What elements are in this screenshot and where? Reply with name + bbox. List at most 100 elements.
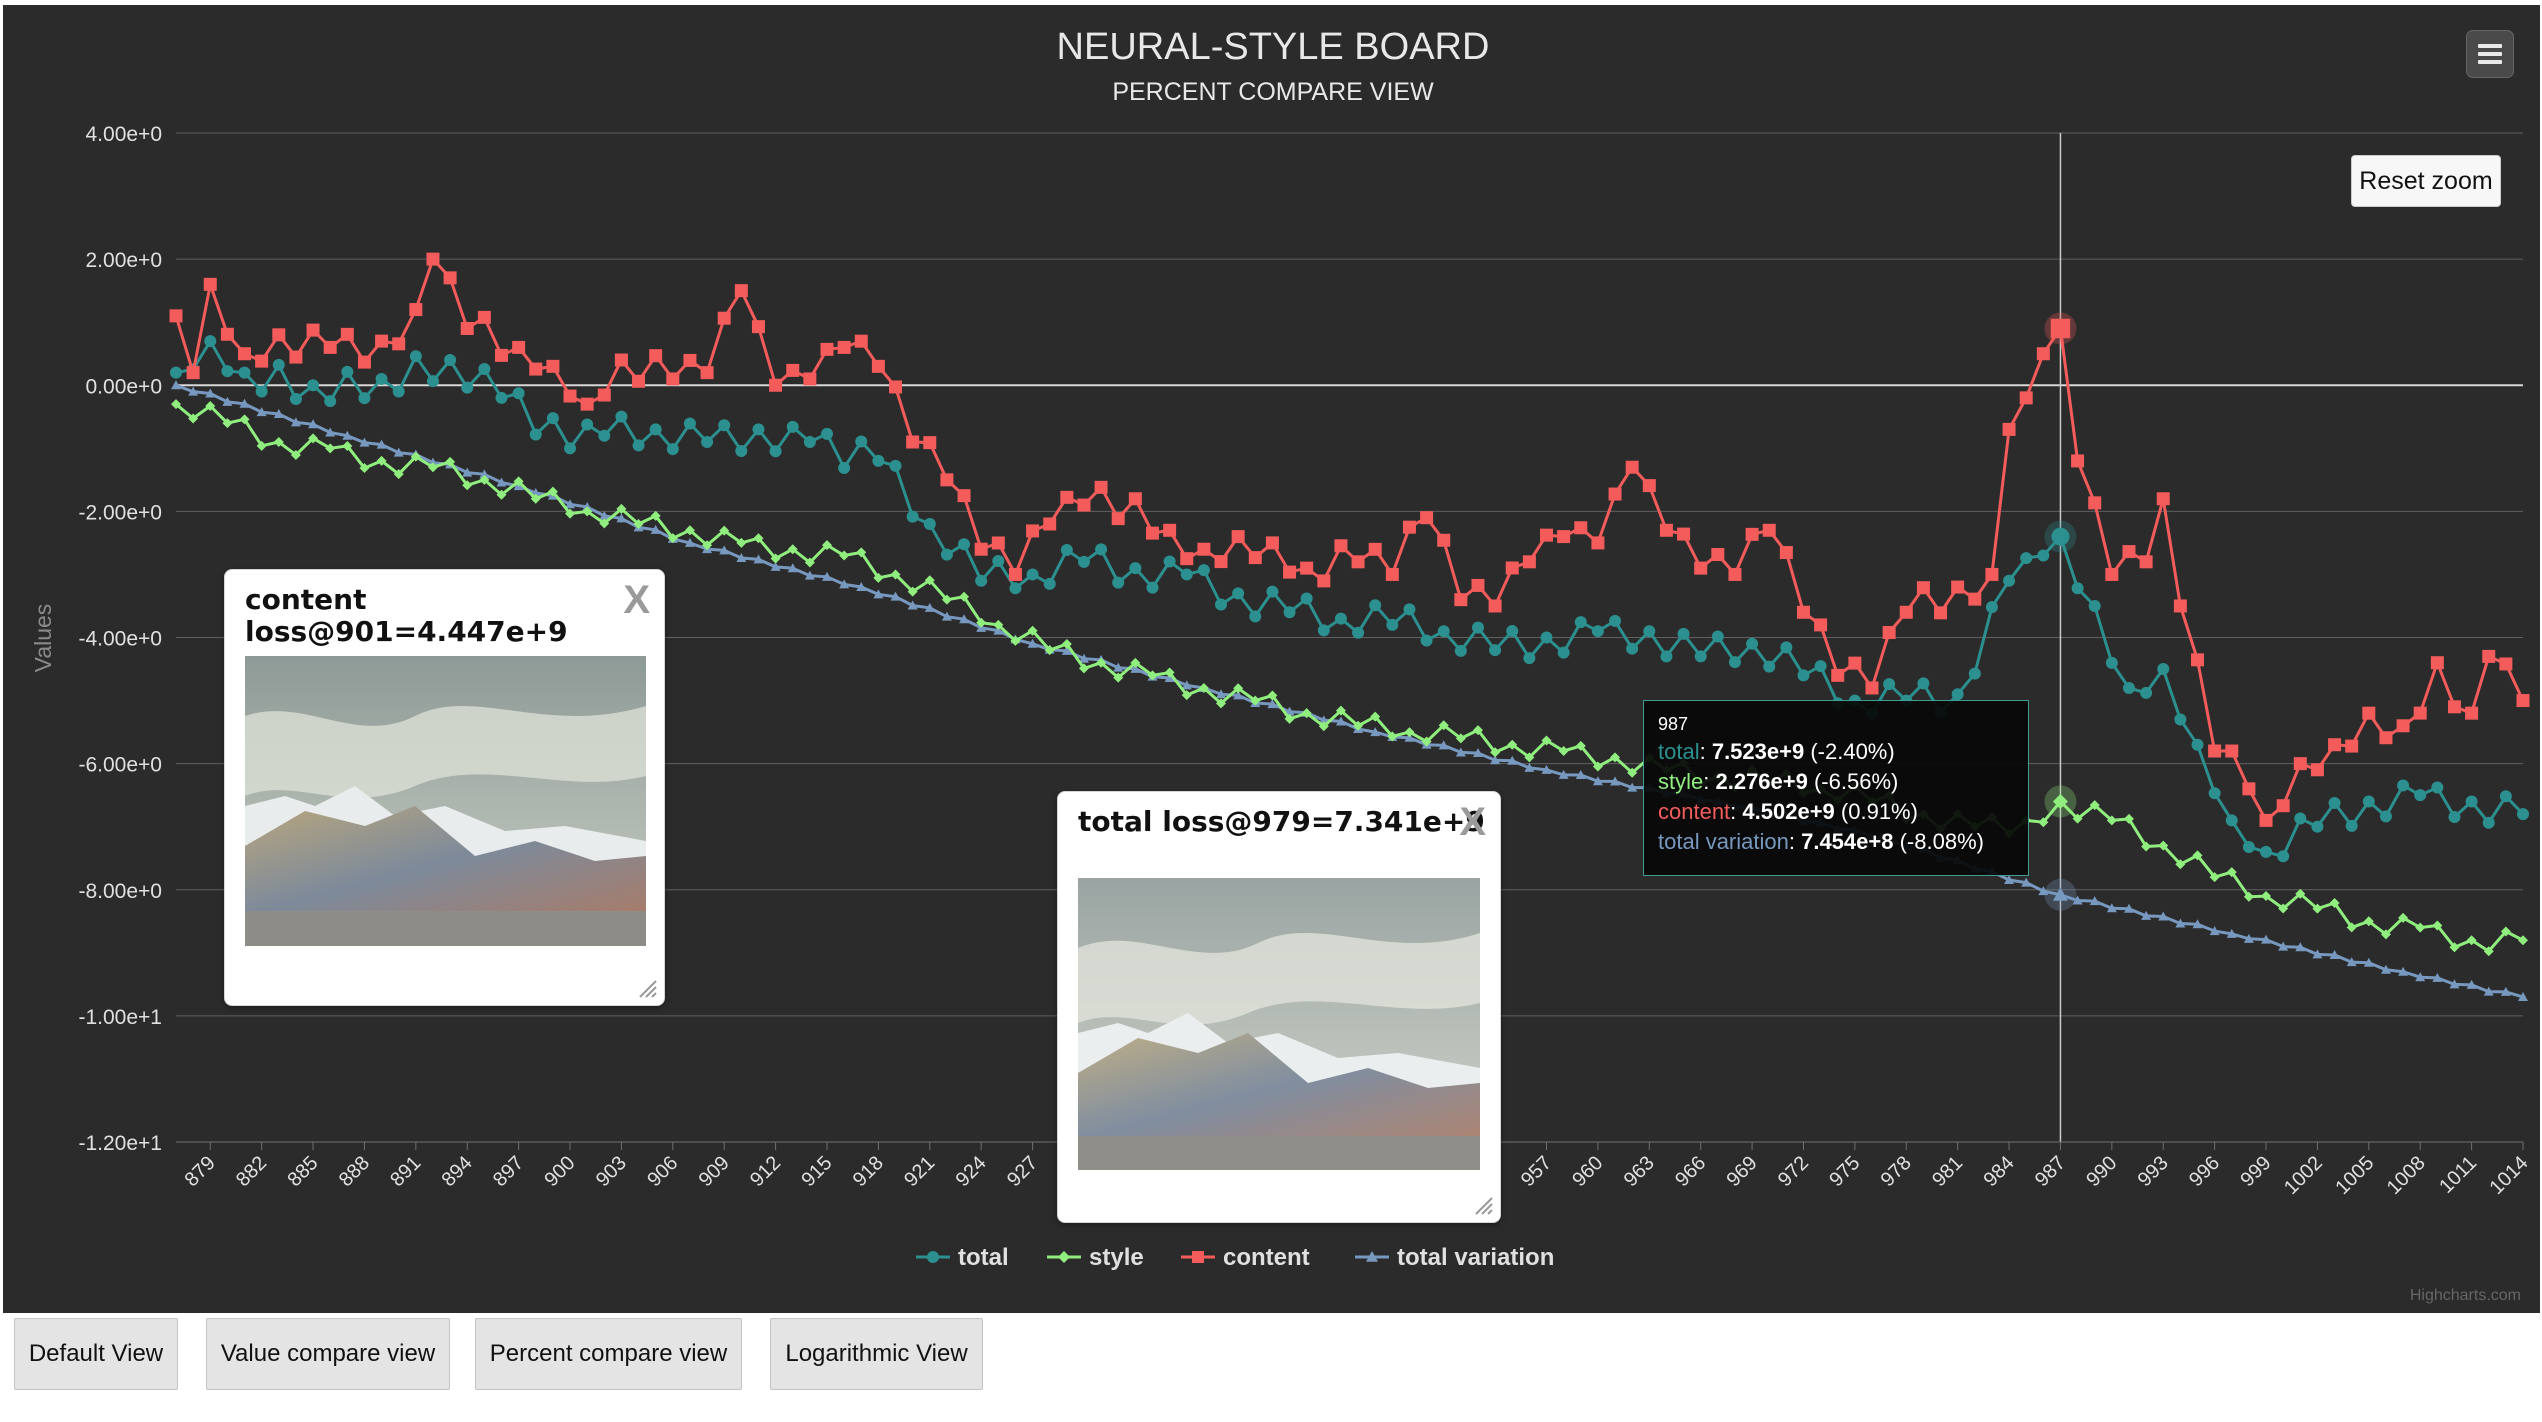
data-point-total-variation [941, 611, 952, 621]
legend-marker [1366, 1251, 1378, 1262]
data-point-content [443, 271, 457, 285]
data-point-total [1643, 625, 1656, 638]
data-point-total [426, 375, 439, 388]
data-point-total-variation [2363, 957, 2374, 967]
data-point-total-variation [2380, 964, 2391, 974]
data-point-content [1711, 547, 1725, 561]
x-tick-label: 963 [1620, 1152, 1659, 1191]
x-tick-label: 927 [1003, 1152, 1042, 1191]
close-icon[interactable]: X [1459, 800, 1486, 844]
legend-item-total-variation[interactable]: total variation [1355, 1244, 1554, 1271]
data-point-total [1985, 601, 1998, 614]
data-point-content [1779, 546, 1793, 560]
legend-item-content[interactable]: content [1181, 1244, 1310, 1271]
percent-compare-view-button[interactable]: Percent compare view [475, 1318, 742, 1390]
data-point-total [1660, 650, 1673, 663]
data-point-style [2038, 817, 2049, 828]
default-view-button[interactable]: Default View [14, 1318, 178, 1390]
data-point-total [1077, 555, 1090, 568]
x-tick-label: 897 [489, 1152, 528, 1191]
data-point-total [1677, 627, 1690, 640]
legend-label: total [958, 1244, 1009, 1271]
data-point-total [1917, 677, 1930, 690]
data-point-content [340, 327, 354, 341]
data-point-style [427, 462, 438, 473]
data-point-total-variation [924, 602, 935, 612]
data-point-style [308, 433, 319, 444]
data-point-content [2071, 454, 2085, 468]
data-point-total [2140, 686, 2153, 699]
data-point-total-variation [273, 409, 284, 419]
data-point-total [872, 454, 885, 467]
data-point-content [751, 320, 765, 334]
x-tick-label: 891 [386, 1152, 425, 1191]
data-point-style [1335, 705, 1346, 716]
data-point-content [255, 354, 269, 368]
data-point-total-variation [256, 407, 267, 417]
data-point-style [530, 493, 541, 504]
data-point-style [462, 480, 473, 491]
hamburger-menu-icon[interactable] [2466, 30, 2514, 78]
data-point-style [2432, 920, 2443, 931]
data-point-content [1283, 565, 1297, 579]
data-point-total [1471, 621, 1484, 634]
data-point-total [975, 574, 988, 587]
data-point-content [1317, 574, 1331, 588]
credits[interactable]: Highcharts.com [2410, 1287, 2521, 1304]
data-point-total-variation [2106, 903, 2117, 913]
data-point-style [873, 572, 884, 583]
value-compare-view-button[interactable]: Value compare view [206, 1318, 450, 1390]
data-point-style [1404, 727, 1415, 738]
data-point-total-variation [2021, 877, 2032, 887]
data-point-content [1214, 555, 1228, 569]
data-point-style [410, 451, 421, 462]
data-point-content [2259, 813, 2273, 827]
data-point-total-variation [171, 380, 181, 390]
data-point-style [359, 463, 370, 474]
data-point-total-variation [821, 571, 832, 581]
x-tick-label: 885 [283, 1152, 322, 1191]
data-point-style [1472, 725, 1483, 736]
data-point-content [1265, 536, 1279, 550]
chart-panel: 4.00e+0 2.00e+0 0.00e+0 -2.00e+0 -4.00e+0 -6.… [3, 5, 2540, 1313]
data-point-style [976, 617, 987, 628]
data-point-total-variation [1181, 680, 1192, 690]
data-point-style [804, 557, 815, 568]
data-point-total [2414, 789, 2427, 802]
data-point-style [1627, 767, 1638, 778]
data-point-content [2002, 422, 2016, 436]
data-point-total [2465, 795, 2478, 808]
data-point-content [1865, 681, 1879, 695]
data-point-content [2413, 706, 2427, 720]
data-point-total [1026, 568, 1039, 581]
close-icon[interactable]: X [623, 578, 650, 622]
legend-item-total[interactable]: total [916, 1244, 1009, 1271]
data-point-content [632, 374, 646, 388]
data-point-content [426, 252, 440, 266]
data-point-total-variation [2466, 979, 2477, 989]
data-point-style [1010, 635, 1021, 646]
data-point-total [615, 410, 628, 423]
logarithmic-view-button[interactable]: Logarithmic View [770, 1318, 983, 1390]
legend-item-style[interactable]: style [1047, 1244, 1144, 1271]
resize-grip-icon[interactable] [1472, 1194, 1494, 1216]
total-loss-popup[interactable]: total loss@979=7.341e+9 X [1057, 791, 1501, 1223]
data-point-total [375, 372, 388, 385]
data-point-style [2261, 891, 2272, 902]
data-point-style [907, 586, 918, 597]
data-point-content [1985, 567, 1999, 581]
content-loss-popup[interactable]: content loss@901=4.447e+9 X [224, 569, 665, 1006]
data-point-content [2345, 739, 2359, 753]
data-point-total [2003, 574, 2016, 587]
reset-zoom-button[interactable]: Reset zoom [2351, 155, 2501, 207]
data-point-style [376, 455, 387, 466]
data-point-content [1368, 542, 1382, 556]
data-point-total [2174, 713, 2187, 726]
data-point-total [701, 436, 714, 449]
resize-grip-icon[interactable] [636, 977, 658, 999]
data-point-content [1934, 606, 1948, 620]
x-tick-label: 894 [438, 1152, 477, 1191]
y-tick-label: -1.20e+1 [79, 1132, 163, 1155]
chart-svg[interactable]: 4.00e+0 2.00e+0 0.00e+0 -2.00e+0 -4.00e+0 -6.… [3, 5, 2540, 1313]
data-point-style [753, 533, 764, 544]
